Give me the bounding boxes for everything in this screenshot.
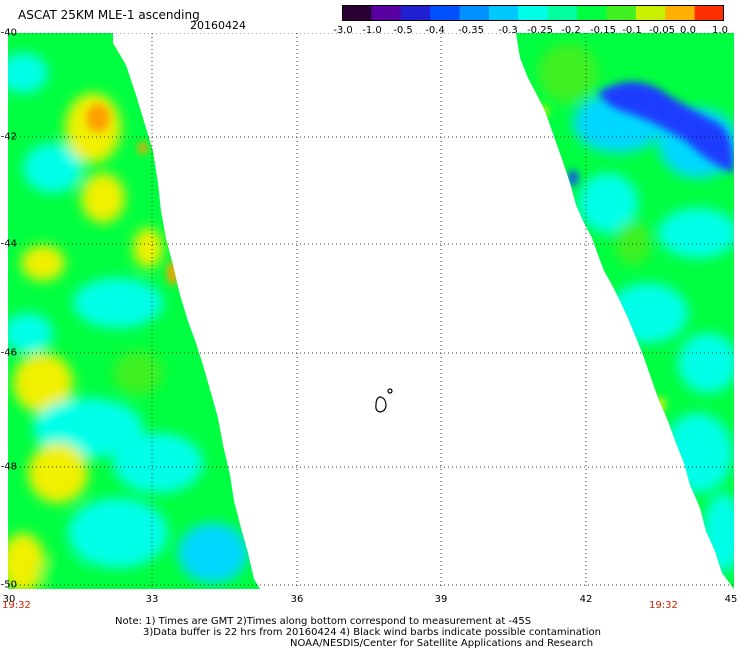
colorbar-segment bbox=[430, 5, 461, 21]
right-swath bbox=[516, 33, 734, 589]
swath-blob bbox=[8, 313, 53, 353]
swath-blob bbox=[663, 413, 733, 493]
swath-blob bbox=[608, 283, 688, 343]
swath-blob bbox=[86, 104, 110, 132]
colorbar bbox=[342, 5, 724, 21]
swath-blob bbox=[38, 558, 88, 588]
x-axis-label: 45 bbox=[724, 594, 738, 605]
colorbar-tick: -1.0 bbox=[362, 25, 382, 36]
swath-blob bbox=[8, 533, 45, 589]
colorbar-tick: -0.2 bbox=[561, 25, 581, 36]
swath-blob bbox=[8, 53, 48, 93]
y-axis-label: -48 bbox=[0, 461, 17, 473]
note-line-1: Note: 1) Times are GMT 2)Times along bot… bbox=[115, 616, 532, 627]
map-title: ASCAT 25KM MLE-1 ascending bbox=[18, 8, 200, 22]
colorbar-tick: 1.0 bbox=[712, 25, 728, 36]
note-line-2: 3)Data buffer is 22 hrs from 20160424 4)… bbox=[143, 627, 601, 638]
colorbar-tick: -0.25 bbox=[527, 25, 553, 36]
colorbar-tick: 0.0 bbox=[680, 25, 696, 36]
colorbar-border bbox=[342, 5, 724, 21]
colorbar-tick: -0.15 bbox=[590, 25, 616, 36]
swath-blob bbox=[167, 261, 179, 285]
island-contour bbox=[375, 388, 393, 413]
swath-blob bbox=[13, 353, 73, 413]
y-axis-label: -44 bbox=[0, 238, 17, 250]
x-axis-label: 33 bbox=[145, 594, 159, 605]
swath-blob bbox=[138, 142, 148, 154]
time-label-right: 19:32 bbox=[649, 600, 678, 611]
swath-blob bbox=[133, 228, 163, 268]
swath-blob bbox=[578, 173, 638, 233]
swath-blob bbox=[21, 245, 65, 281]
colorbar-segment bbox=[606, 5, 637, 21]
swath-blob bbox=[538, 43, 598, 103]
colorbar-tick: -3.0 bbox=[333, 25, 353, 36]
swath-blob bbox=[178, 523, 248, 583]
colorbar-segment bbox=[342, 5, 372, 21]
swath-blob bbox=[23, 143, 83, 193]
colorbar-tick: -0.05 bbox=[649, 25, 675, 36]
colorbar-segment bbox=[488, 5, 519, 21]
swath-blob bbox=[568, 170, 578, 186]
swath-blob bbox=[598, 81, 734, 173]
swath-blob bbox=[81, 173, 125, 223]
swath-blob bbox=[615, 221, 651, 265]
y-axis-label: -46 bbox=[0, 347, 17, 359]
map-plot bbox=[8, 33, 734, 589]
colorbar-segment bbox=[577, 5, 607, 21]
colorbar-tick: -0.35 bbox=[458, 25, 484, 36]
x-axis-label: 30 bbox=[2, 594, 16, 605]
time-label-left: 19:32 bbox=[2, 600, 31, 611]
swath-blob bbox=[28, 443, 88, 503]
x-axis-label: 36 bbox=[290, 594, 304, 605]
colorbar-segment bbox=[459, 5, 490, 21]
colorbar-segment bbox=[518, 5, 549, 21]
left-swath bbox=[8, 33, 260, 589]
grid bbox=[8, 33, 734, 589]
colorbar-segment bbox=[635, 5, 666, 21]
swath-blob bbox=[68, 498, 168, 568]
colorbar-segment bbox=[400, 5, 431, 21]
colorbar-segment bbox=[547, 5, 578, 21]
y-axis-label: -50 bbox=[0, 579, 17, 591]
colorbar-tick: -0.3 bbox=[498, 25, 518, 36]
note-line-3: NOAA/NESDIS/Center for Satellite Applica… bbox=[290, 638, 594, 649]
swath-blob bbox=[658, 208, 734, 258]
swath-blob bbox=[73, 278, 163, 328]
colorbar-tick: -0.4 bbox=[425, 25, 445, 36]
swath-blob bbox=[678, 333, 734, 393]
colorbar-segment bbox=[371, 5, 402, 21]
colorbar-tick: -0.5 bbox=[393, 25, 413, 36]
colorbar-segment bbox=[665, 5, 696, 21]
x-axis-label: 42 bbox=[579, 594, 593, 605]
colorbar-tick: -0.1 bbox=[622, 25, 642, 36]
swath-blob bbox=[540, 105, 548, 117]
y-axis-label: -42 bbox=[0, 131, 17, 143]
map-date: 20160424 bbox=[190, 19, 246, 32]
colorbar-segment bbox=[694, 5, 724, 21]
swath-blob bbox=[113, 433, 203, 493]
x-axis-label: 39 bbox=[434, 594, 448, 605]
y-axis-label: -40 bbox=[0, 27, 17, 39]
swath-blob bbox=[113, 351, 163, 395]
swath-blob bbox=[33, 398, 143, 458]
swath-blob bbox=[655, 397, 665, 413]
colorbar-ticks: -3.0 -1.0 -0.5 -0.4 -0.35 -0.3 -0.25 -0.… bbox=[328, 25, 738, 37]
